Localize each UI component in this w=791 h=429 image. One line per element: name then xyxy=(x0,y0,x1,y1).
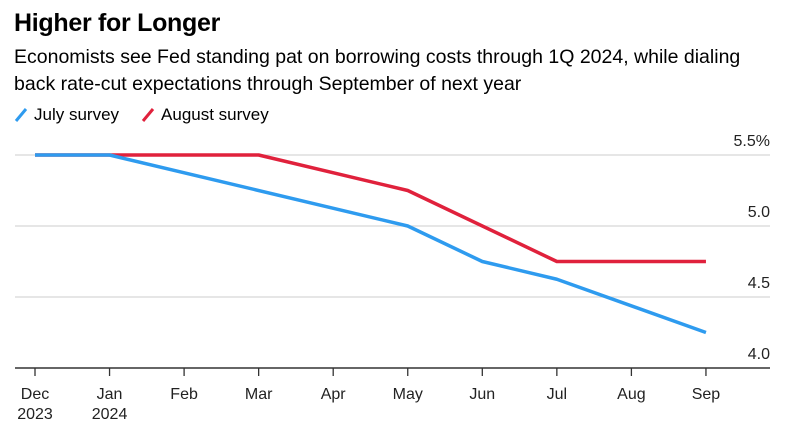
legend-swatch-july-icon xyxy=(14,108,28,122)
x-tick-label: Mar xyxy=(245,386,273,403)
y-tick-label: 4.5 xyxy=(748,275,770,292)
x-tick-label: Jul xyxy=(547,386,567,403)
x-tick-label: May xyxy=(393,386,423,403)
legend-label: July survey xyxy=(34,105,120,124)
x-tick-label: Feb xyxy=(170,386,198,403)
y-tick-label: 4.0 xyxy=(748,346,770,363)
legend-label: August survey xyxy=(161,105,269,124)
series-line-august xyxy=(35,153,706,264)
legend-swatch-august-icon xyxy=(141,108,155,122)
series-line-july xyxy=(35,153,707,335)
x-tick-label-year: 2024 xyxy=(92,406,128,423)
x-tick-label: Jan xyxy=(97,386,123,403)
y-tick-label: 5.0 xyxy=(748,204,770,221)
x-tick-label: Aug xyxy=(617,386,645,403)
x-tick-label-year: 2023 xyxy=(17,406,53,423)
y-tick-label: 5.5% xyxy=(734,133,770,150)
x-tick-label: Sep xyxy=(692,386,721,403)
legend: July survey August survey xyxy=(14,105,269,125)
x-tick-label: Jun xyxy=(469,386,495,403)
legend-item-august: August survey xyxy=(141,105,269,125)
chart-title: Higher for Longer xyxy=(14,9,221,37)
x-tick-label: Dec xyxy=(21,386,49,403)
legend-item-july: July survey xyxy=(14,105,119,125)
chart-subtitle: Economists see Fed standing pat on borro… xyxy=(14,46,741,95)
x-tick-label: Apr xyxy=(321,386,347,403)
